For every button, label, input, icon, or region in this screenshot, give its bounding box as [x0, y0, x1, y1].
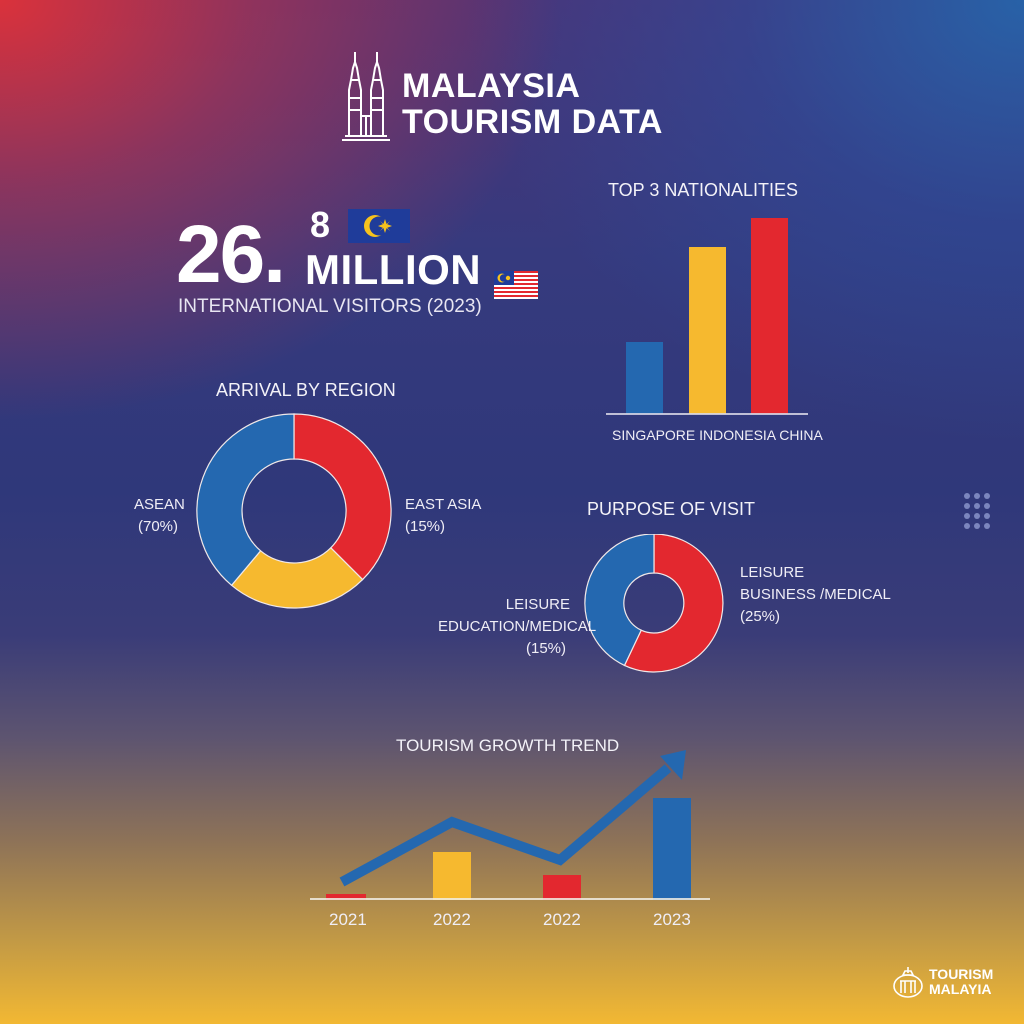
- education-label-line2: EDUCATION/MEDICAL: [438, 618, 597, 635]
- title-line-2: TOURISM DATA: [402, 103, 663, 141]
- growth-bar-chart: [320, 790, 700, 900]
- title-line-1: MALAYSIA: [402, 67, 581, 105]
- growth-chart-title: TOURISM GROWTH TREND: [396, 736, 620, 755]
- petronas-towers-icon: [342, 52, 390, 141]
- visitor-count-decimal: 8: [310, 204, 331, 245]
- bar-2022b: [543, 875, 581, 900]
- slice-asean: [196, 413, 295, 587]
- growth-axis-line: [310, 898, 710, 900]
- growth-label-2022b: 2022: [543, 910, 581, 929]
- arrow-head-icon: [660, 750, 686, 780]
- education-label-line1: LEISURE: [505, 596, 570, 613]
- purpose-label-business: LEISURE BUSINESS /MEDICAL (25%): [740, 562, 891, 628]
- malaysia-flag-icon: [494, 271, 538, 299]
- business-label-line2: BUSINESS /MEDICAL: [740, 586, 891, 603]
- education-pct: (15%): [525, 640, 566, 657]
- visitor-count-number: 26.: [176, 209, 286, 300]
- top3-category-labels: SINGAPORE INDONESIA CHINA: [612, 427, 823, 443]
- logo-line-2: MALAYIA: [929, 981, 992, 997]
- slice-leisure-business: [623, 534, 724, 673]
- bar-china: [751, 218, 788, 414]
- slice-other: [230, 546, 364, 609]
- logo-line-1: TOURISM: [929, 966, 994, 982]
- bar-2023: [653, 798, 691, 900]
- growth-trend-arrow: [339, 750, 686, 887]
- growth-label-2023: 2023: [653, 910, 691, 929]
- slice-leisure-education: [584, 534, 655, 667]
- bar-2022a: [433, 852, 471, 900]
- region-label-asean: ASEAN (70%): [134, 494, 185, 538]
- region-label-east-asia: EAST ASIA (15%): [405, 494, 481, 538]
- purpose-chart-title: PURPOSE OF VISIT: [587, 499, 756, 519]
- bar-indonesia: [689, 247, 726, 414]
- tourism-malaysia-emblem-icon: [893, 967, 923, 998]
- dot-grid-icon: [964, 493, 990, 529]
- region-chart-title: ARRIVAL BY REGION: [216, 380, 396, 400]
- asean-label: ASEAN: [134, 496, 185, 513]
- bar-singapore: [626, 342, 663, 414]
- visitor-count-unit: MILLION: [305, 246, 482, 293]
- top3-chart-title: TOP 3 NATIONALITIES: [608, 180, 799, 200]
- top3-bar-chart: [606, 216, 808, 414]
- slice-east-asia: [293, 413, 392, 581]
- growth-label-2021: 2021: [329, 910, 367, 929]
- growth-label-2022a: 2022: [433, 910, 471, 929]
- east-asia-pct: (15%): [405, 518, 446, 535]
- tourism-malaysia-logo: TOURISM MALAYIA: [892, 965, 993, 999]
- east-asia-label: EAST ASIA: [405, 496, 482, 513]
- purpose-label-education: LEISURE EDUCATION/MEDICAL (15%): [438, 594, 597, 660]
- business-pct: (25%): [740, 608, 781, 625]
- visitor-count-caption: INTERNATIONAL VISITORS (2023): [178, 296, 482, 317]
- region-donut-chart: [196, 413, 392, 609]
- page-header: MALAYSIA TOURISM DATA: [338, 50, 663, 142]
- business-label-line1: LEISURE: [740, 564, 805, 581]
- page-title: MALAYSIA TOURISM DATA: [402, 68, 663, 140]
- purpose-donut-chart: [584, 534, 724, 673]
- bar-2021: [326, 894, 366, 900]
- malaysia-canton-flag-icon: [348, 209, 410, 243]
- asean-pct: (70%): [138, 518, 179, 535]
- top3-axis-line: [606, 413, 808, 415]
